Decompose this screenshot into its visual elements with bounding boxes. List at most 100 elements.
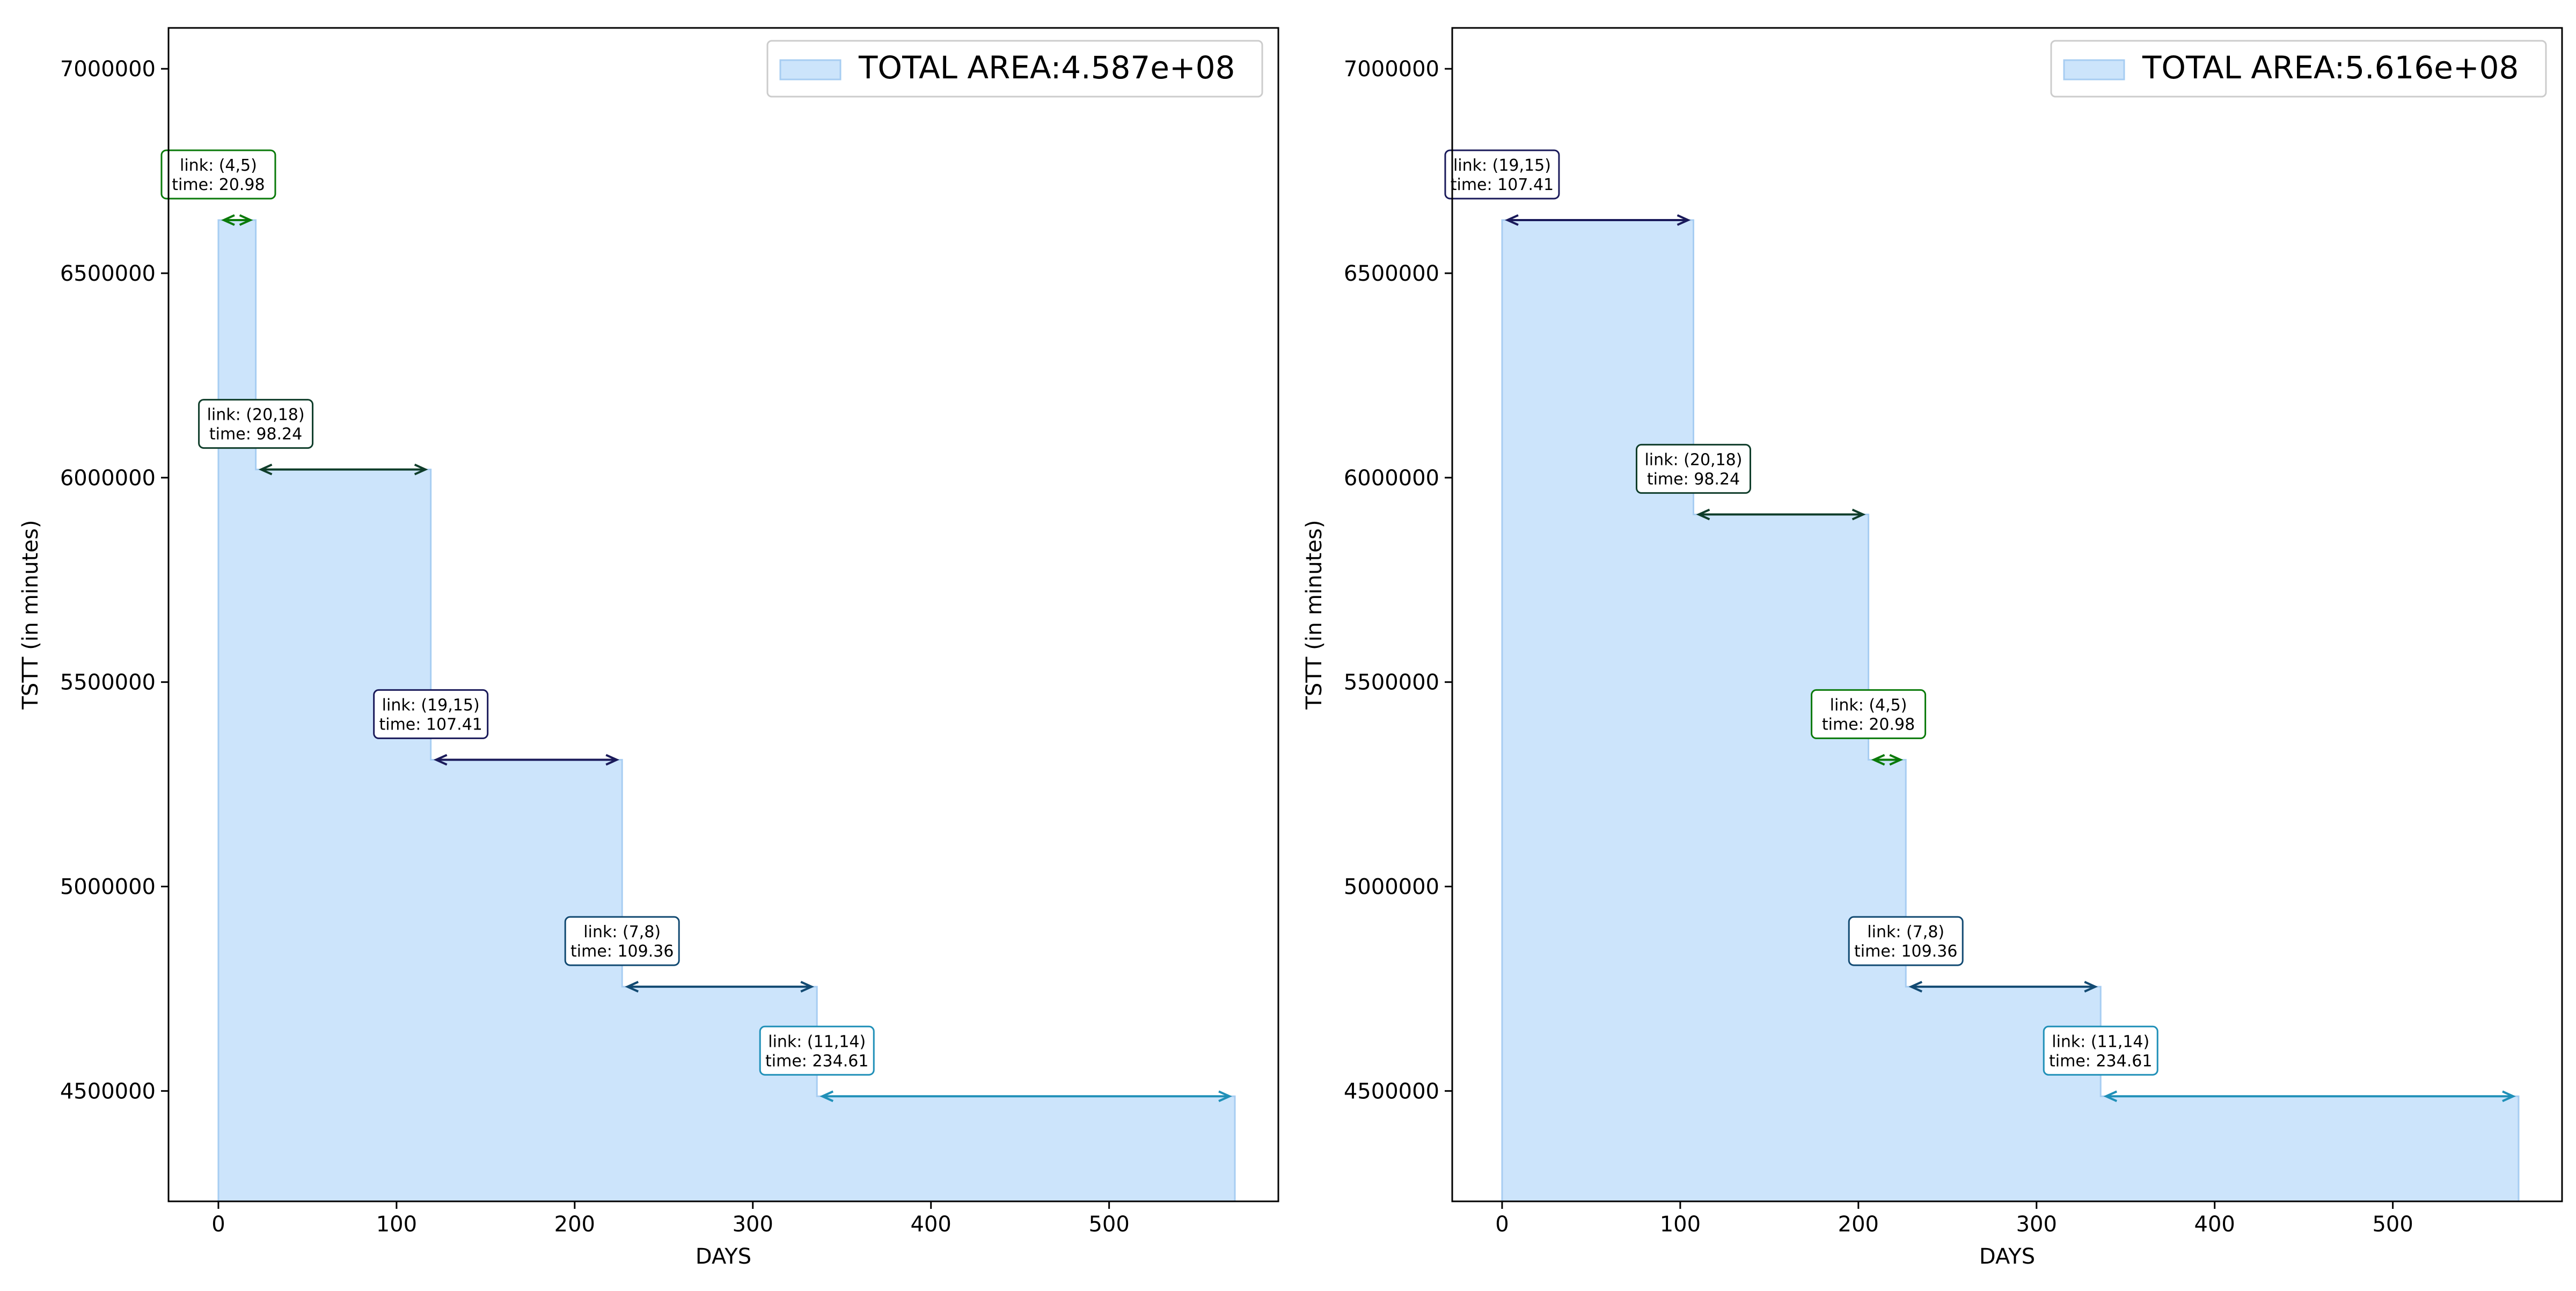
arrow-head-right-icon: [800, 981, 815, 993]
y-axis-label: TSTT (in minutes): [1302, 520, 1327, 710]
legend: TOTAL AREA:4.587e+08: [766, 40, 1263, 98]
arrow-head-right-icon: [2084, 981, 2098, 993]
annotation-link: link: (11,14): [768, 1032, 866, 1051]
annotation-time: time: 234.61: [2049, 1052, 2152, 1070]
y-tick-label: 6500000: [60, 261, 156, 286]
x-tick-label: 400: [911, 1212, 952, 1237]
arrow-head-left-icon: [258, 463, 273, 476]
annotation-link: link: (11,14): [2052, 1032, 2149, 1051]
y-tick-label: 5000000: [1344, 875, 1439, 900]
legend-swatch: [779, 59, 841, 81]
legend-label: TOTAL AREA:4.587e+08: [858, 49, 1235, 86]
legend-box: [2050, 40, 2547, 98]
annotation-time: time: 98.24: [209, 425, 302, 444]
step-annotation-5: link: (11,14)time: 234.61: [759, 1025, 1232, 1103]
annotation-box: [759, 1025, 875, 1076]
step-annotation-2: link: (20,18)time: 98.24: [198, 399, 428, 476]
arrow-head-left-icon: [1871, 754, 1885, 766]
annotation-box: [2043, 1025, 2158, 1076]
y-tick-label: 5000000: [60, 875, 156, 900]
y-tick-label: 6500000: [1344, 261, 1439, 286]
annotation-box: [564, 916, 680, 966]
step-annotation-2: link: (20,18)time: 98.24: [1635, 443, 1866, 521]
annotation-box: [1444, 149, 1560, 200]
annotation-link: link: (19,15): [382, 696, 480, 714]
legend-swatch: [2063, 59, 2125, 81]
x-tick-label: 300: [2016, 1212, 2057, 1237]
arrow-head-left-icon: [1696, 508, 1710, 521]
arrow-head-right-icon: [1889, 754, 1904, 766]
annotation-time: time: 234.61: [765, 1052, 868, 1070]
arrow-head-left-icon: [2103, 1090, 2118, 1103]
legend: TOTAL AREA:5.616e+08: [2050, 40, 2547, 98]
x-axis-label: DAYS: [1979, 1244, 2035, 1269]
x-axis-label: DAYS: [696, 1244, 751, 1269]
y-tick-label: 5500000: [1344, 670, 1439, 695]
annotation-link: link: (7,8): [1867, 923, 1944, 942]
annotation-time: time: 20.98: [1822, 715, 1915, 734]
arrow-head-right-icon: [414, 463, 428, 476]
y-tick-label: 6000000: [1344, 466, 1439, 491]
y-tick-label: 4500000: [1344, 1079, 1439, 1104]
axes-frame: [1451, 27, 2563, 1202]
y-tick-label: 5500000: [60, 670, 156, 695]
arrow-head-left-icon: [819, 1090, 834, 1103]
annotation-link: link: (4,5): [180, 156, 257, 175]
x-tick-label: 300: [733, 1212, 773, 1237]
arrow-head-right-icon: [605, 754, 620, 766]
legend-label: TOTAL AREA:5.616e+08: [2142, 49, 2519, 86]
annotation-box: [198, 399, 314, 449]
arrow-head-left-icon: [1505, 214, 1519, 226]
y-tick-label: 6000000: [60, 466, 156, 491]
step-annotation-1: link: (19,15)time: 107.41: [1444, 149, 1691, 226]
legend-box: [766, 40, 1263, 98]
annotation-time: time: 20.98: [172, 176, 265, 194]
annotation-link: link: (4,5): [1830, 696, 1907, 714]
annotation-time: time: 109.36: [570, 942, 674, 961]
annotation-link: link: (7,8): [583, 923, 661, 942]
step-annotation-1: link: (4,5)time: 20.98: [160, 149, 276, 226]
annotation-box: [160, 149, 276, 200]
annotation-link: link: (19,15): [1453, 156, 1551, 175]
annotation-time: time: 98.24: [1647, 470, 1740, 488]
x-tick-label: 400: [2194, 1212, 2235, 1237]
x-tick-label: 0: [1495, 1212, 1509, 1237]
arrow-head-right-icon: [239, 214, 253, 226]
arrow-head-right-icon: [1677, 214, 1691, 226]
x-tick-label: 500: [1088, 1212, 1129, 1237]
x-tick-label: 100: [376, 1212, 417, 1237]
x-tick-label: 200: [554, 1212, 595, 1237]
annotation-time: time: 109.36: [1854, 942, 1957, 961]
arrow-head-right-icon: [1851, 508, 1866, 521]
arrow-head-left-icon: [625, 981, 639, 993]
x-tick-label: 100: [1660, 1212, 1701, 1237]
annotation-time: time: 107.41: [1451, 176, 1554, 194]
step-annotation-3: link: (19,15)time: 107.41: [373, 689, 620, 766]
arrow-head-left-icon: [221, 214, 235, 226]
annotation-link: link: (20,18): [1644, 450, 1742, 469]
y-tick-label: 7000000: [1344, 57, 1439, 82]
annotation-time: time: 107.41: [379, 715, 482, 734]
x-tick-label: 200: [1838, 1212, 1879, 1237]
arrow-head-right-icon: [1218, 1090, 1232, 1103]
axes-frame: [167, 27, 1279, 1202]
step-annotation-4: link: (7,8)time: 109.36: [1848, 916, 2098, 993]
annotation-box: [1635, 443, 1751, 494]
x-tick-label: 0: [211, 1212, 225, 1237]
step-annotation-5: link: (11,14)time: 234.61: [2043, 1025, 2516, 1103]
annotation-box: [373, 689, 489, 739]
step-annotation-4: link: (7,8)time: 109.36: [564, 916, 815, 993]
y-tick-label: 7000000: [60, 57, 156, 82]
x-tick-label: 500: [2372, 1212, 2413, 1237]
arrow-head-right-icon: [2502, 1090, 2516, 1103]
annotation-box: [1848, 916, 1964, 966]
y-axis-label: TSTT (in minutes): [18, 520, 43, 710]
step-annotation-3: link: (4,5)time: 20.98: [1811, 689, 1927, 766]
arrow-head-left-icon: [433, 754, 448, 766]
tstt-step-area: [217, 219, 1236, 1202]
y-tick-label: 4500000: [60, 1079, 156, 1104]
annotation-link: link: (20,18): [207, 406, 305, 425]
